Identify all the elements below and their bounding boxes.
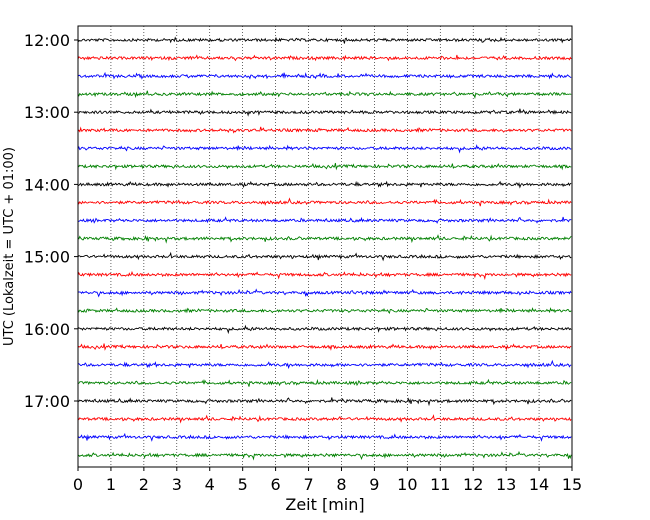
y-axis: 12:00 13:00 14:00 15:00 16:00 17:00	[24, 31, 78, 411]
trace-line	[77, 36, 572, 44]
x-tick-label: 9	[369, 475, 379, 494]
x-tick-label: 4	[205, 475, 215, 494]
y-axis-label: UTC (Lokalzeit = UTC + 01:00)	[2, 147, 17, 346]
x-tick-label: 3	[172, 475, 182, 494]
x-tick-label: 10	[397, 475, 417, 494]
trace-line	[77, 343, 572, 351]
trace-line	[77, 378, 572, 387]
x-tick-label: 7	[303, 475, 313, 494]
x-tick-label: 1	[106, 475, 116, 494]
trace-line	[77, 180, 572, 189]
trace-line	[77, 270, 572, 281]
seismic-traces	[77, 36, 572, 461]
trace-line	[77, 144, 572, 154]
trace-line	[77, 197, 572, 207]
y-tick-label: 12:00	[24, 31, 70, 50]
trace-line	[77, 432, 572, 442]
x-tick-label: 12	[463, 475, 483, 494]
plot-frame	[77, 25, 573, 468]
trace-line	[77, 216, 572, 224]
trace-line	[77, 126, 572, 134]
y-tick-label: 13:00	[24, 103, 70, 122]
y-tick-label: 16:00	[24, 320, 70, 339]
x-tick-label: 14	[529, 475, 549, 494]
trace-line	[77, 359, 572, 370]
trace-line	[77, 450, 572, 461]
trace-line	[77, 162, 572, 171]
trace-line	[77, 414, 572, 424]
x-tick-label: 13	[496, 475, 516, 494]
trace-line	[77, 288, 572, 298]
x-tick-label: 8	[336, 475, 346, 494]
x-axis-label: Zeit [min]	[285, 495, 364, 514]
trace-line	[77, 234, 572, 244]
trace-line	[77, 397, 572, 407]
y-tick-label: 15:00	[24, 248, 70, 267]
trace-line	[77, 54, 572, 62]
trace-line	[77, 307, 572, 314]
x-tick-label: 15	[562, 475, 582, 494]
trace-line	[77, 324, 572, 335]
x-axis: 0 1 2 3 4 5 6 7 8 9 10 11 12 13 14 15	[73, 467, 582, 494]
x-tick-label: 5	[238, 475, 248, 494]
x-tick-label: 11	[430, 475, 450, 494]
trace-line	[77, 251, 572, 262]
x-tick-label: 2	[139, 475, 149, 494]
y-tick-label: 14:00	[24, 175, 70, 194]
trace-line	[77, 90, 572, 100]
trace-line	[77, 71, 572, 80]
trace-line	[77, 108, 572, 117]
y-tick-label: 17:00	[24, 392, 70, 411]
x-tick-label: 0	[73, 475, 83, 494]
x-tick-label: 6	[271, 475, 281, 494]
